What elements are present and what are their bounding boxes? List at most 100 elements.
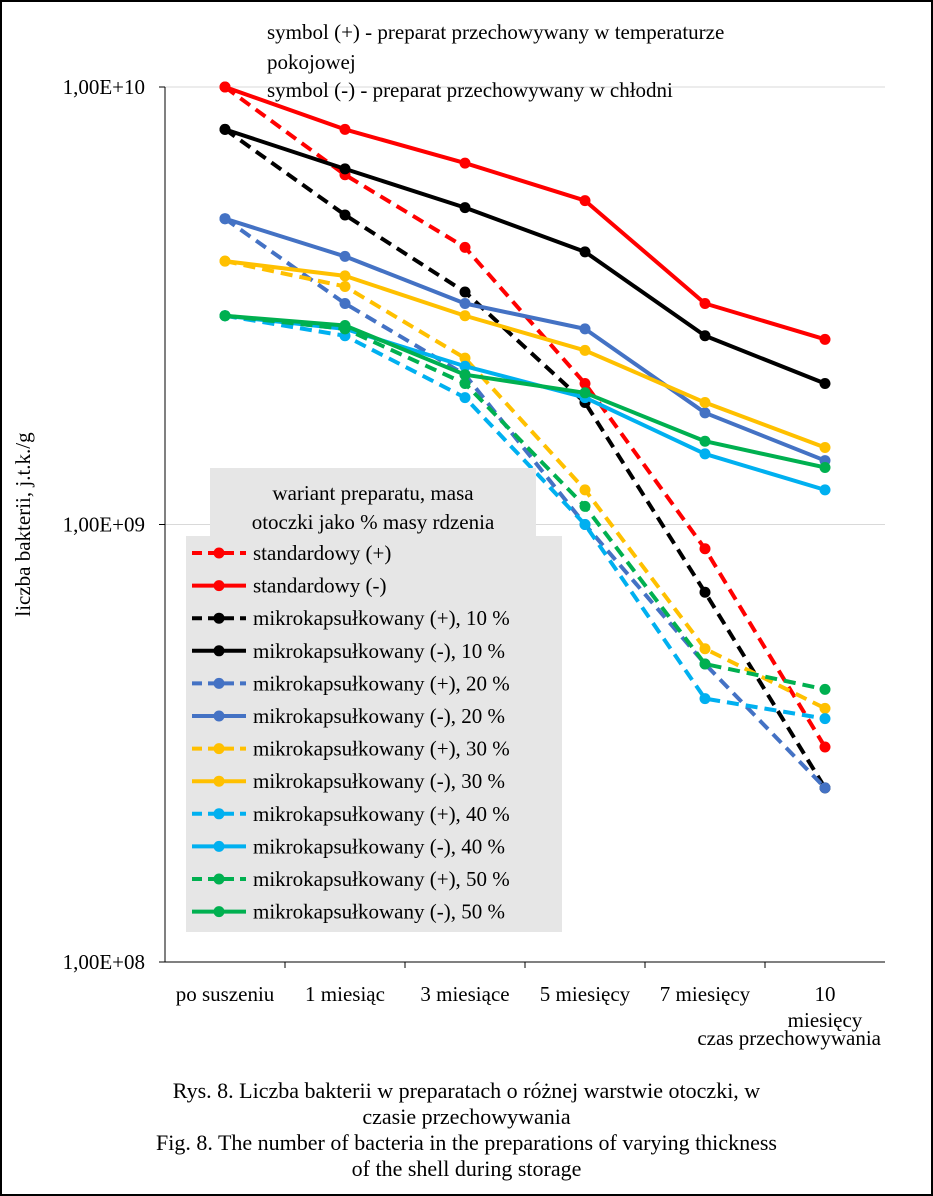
data-point [459, 286, 471, 298]
data-point [819, 702, 831, 714]
legend-marker [213, 645, 225, 657]
data-point [459, 360, 471, 372]
legend-label: mikrokapsułkowany (-), 50 % [253, 900, 505, 924]
series-line [224, 313, 826, 721]
legend-entry: mikrokapsułkowany (+), 40 % [192, 802, 510, 826]
series-line [224, 313, 826, 692]
data-point [339, 209, 351, 221]
data-point [819, 333, 831, 345]
series-1 [219, 81, 831, 345]
legend-label: mikrokapsułkowany (-), 30 % [253, 769, 505, 793]
data-point [339, 320, 351, 332]
data-point [579, 246, 591, 258]
legend-entry: standardowy (+) [192, 541, 391, 565]
annotation-line: symbol (-) - preparat przechowywany w ch… [267, 78, 673, 102]
data-point [699, 543, 711, 555]
legend-label: standardowy (+) [253, 541, 391, 565]
x-tick-label: 3 miesiące [420, 982, 509, 1006]
data-point [579, 378, 591, 390]
legend-marker [213, 677, 225, 689]
data-point [219, 255, 231, 267]
series-7 [219, 255, 831, 453]
legend-entry: mikrokapsułkowany (-), 20 % [192, 704, 505, 728]
data-point [339, 163, 351, 175]
caption-english-line-1: Fig. 8. The number of bacteria in the pr… [156, 1130, 777, 1155]
data-point [579, 500, 591, 512]
series-line [224, 216, 826, 463]
legend-marker [213, 873, 225, 885]
legend-entry: mikrokapsułkowany (+), 20 % [192, 671, 510, 695]
legend-marker [213, 775, 225, 787]
figure-caption: Rys. 8. Liczba bakterii w preparatach o … [0, 1078, 933, 1182]
data-point [339, 297, 351, 309]
legend-label: mikrokapsułkowany (+), 40 % [253, 802, 510, 826]
data-point [459, 369, 471, 381]
data-point [819, 484, 831, 496]
series-line [224, 127, 826, 386]
data-point [219, 123, 231, 135]
legend-entry: mikrokapsułkowany (-), 10 % [192, 639, 505, 663]
caption-polish-line-2: czasie przechowywania [362, 1104, 571, 1129]
legend-entry: mikrokapsułkowany (+), 30 % [192, 737, 510, 761]
legend-marker [213, 840, 225, 852]
legend-marker [213, 580, 225, 592]
data-point [819, 782, 831, 794]
y-tick-label: 1,00E+09 [63, 513, 145, 537]
data-point [339, 250, 351, 262]
data-point [819, 713, 831, 725]
data-point [819, 378, 831, 390]
data-point [699, 435, 711, 447]
x-tick-label: 10 miesięcy [788, 982, 863, 1032]
series-5 [219, 213, 831, 467]
data-point [699, 448, 711, 460]
x-tick-label: 1 miesiąc [305, 982, 385, 1006]
data-point [579, 344, 591, 356]
data-point [579, 484, 591, 496]
y-axis-title: liczba bakterii, j.t.k./g [11, 432, 35, 617]
data-point [579, 519, 591, 530]
data-point [579, 195, 591, 207]
bacteria-count-line-chart: 1,00E+10 1,00E+09 1,00E+08 po suszeniu 1 mie… [11, 20, 885, 1050]
series-line [223, 217, 827, 790]
legend-title: otoczki jako % masy rdzenia [252, 510, 495, 534]
series-line [224, 259, 826, 711]
legend-label: mikrokapsułkowany (-), 10 % [253, 639, 505, 663]
x-tick-label: 7 miesięcy [660, 982, 751, 1006]
y-tick-label: 1,00E+10 [63, 75, 145, 99]
caption-english-line-2: of the shell during storage [351, 1156, 582, 1181]
data-point [459, 241, 471, 253]
data-point [819, 441, 831, 453]
series-line [223, 127, 827, 789]
legend-marker [213, 906, 225, 918]
x-tick-label: 5 miesięcy [540, 982, 631, 1006]
data-point [219, 310, 231, 322]
data-point [459, 297, 471, 309]
legend-label: mikrokapsułkowany (+), 20 % [253, 671, 510, 695]
legend-marker [213, 808, 225, 820]
data-point [699, 397, 711, 409]
legend-entry: mikrokapsułkowany (-), 50 % [192, 900, 505, 924]
legend-entry: mikrokapsułkowany (-), 40 % [192, 834, 505, 858]
caption-polish-line-1: Rys. 8. Liczba bakterii w preparatach o … [172, 1078, 761, 1103]
legend-title-background [210, 468, 536, 540]
series-line [224, 259, 826, 450]
legend-marker [213, 710, 225, 722]
data-point [699, 330, 711, 342]
x-axis-title: czas przechowywania [697, 1026, 881, 1050]
data-point [699, 643, 711, 655]
data-point [699, 693, 711, 705]
data-point [819, 683, 831, 695]
data-point [459, 202, 471, 214]
series-11 [219, 310, 831, 473]
legend-label: mikrokapsułkowany (-), 20 % [253, 704, 505, 728]
legend-label: mikrokapsułkowany (+), 10 % [253, 606, 510, 630]
legend-background [186, 536, 562, 932]
legend-label: standardowy (-) [253, 574, 387, 598]
series-9 [219, 310, 831, 496]
legend-label: mikrokapsułkowany (-), 40 % [253, 834, 505, 858]
series-line [223, 85, 827, 749]
legend-marker [213, 612, 225, 624]
legend-marker [213, 743, 225, 755]
annotation-line: symbol (+) - preparat przechowywany w te… [267, 20, 724, 44]
